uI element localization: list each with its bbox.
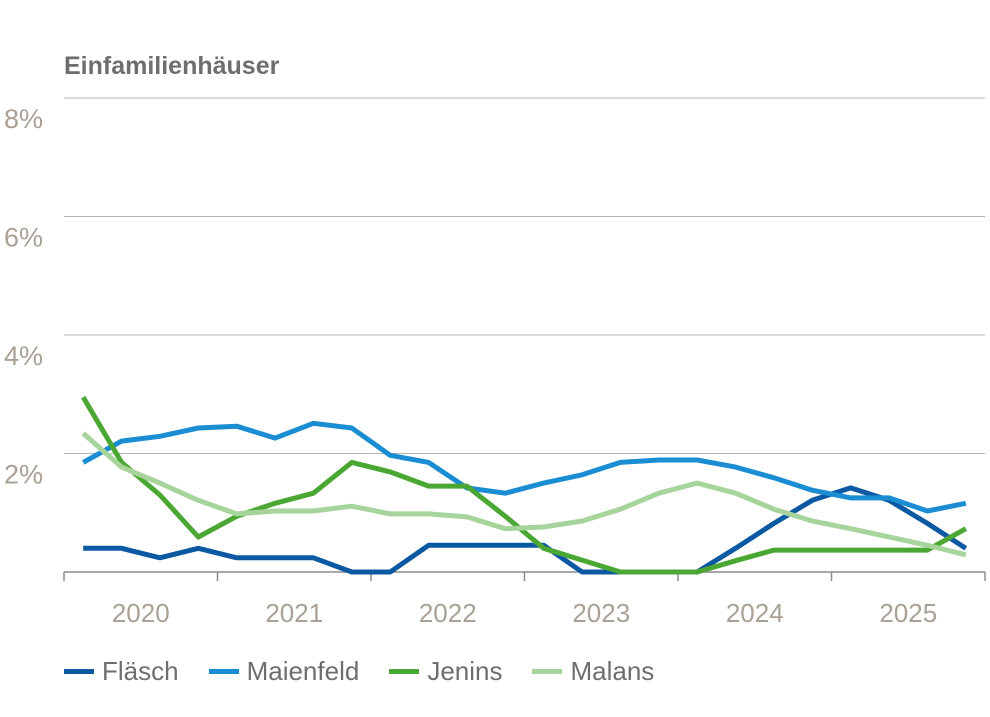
- x-tick-label: 2020: [112, 598, 170, 628]
- y-tick-label: 2%: [4, 460, 43, 490]
- series-line-malans: [81, 431, 967, 558]
- legend-item: Malans: [532, 656, 654, 687]
- legend-swatch: [532, 669, 563, 674]
- legend-label: Malans: [570, 656, 655, 686]
- legend-item: Fläsch: [64, 656, 179, 687]
- legend-label: Fläsch: [102, 656, 179, 686]
- x-tick-label: 2024: [726, 598, 784, 628]
- y-tick-label: 4%: [4, 341, 43, 371]
- series-line-maienfeld: [81, 420, 967, 514]
- legend-swatch: [64, 669, 94, 674]
- legend: Fläsch Maienfeld Jenins Malans: [64, 656, 684, 687]
- series-line-fläsch: [83, 485, 968, 575]
- legend-swatch: [208, 669, 239, 674]
- x-tick-label: 2021: [265, 598, 323, 628]
- legend-label: Maienfeld: [246, 656, 360, 686]
- x-tick-label: 2022: [419, 598, 477, 628]
- series-line-jenins: [81, 395, 968, 575]
- x-tick-label: 2023: [572, 598, 630, 628]
- x-tick-label: 2025: [879, 598, 937, 628]
- legend-swatch: [389, 669, 420, 674]
- legend-label: Jenins: [427, 656, 503, 686]
- legend-item: Maienfeld: [208, 656, 360, 687]
- y-tick-label: 8%: [4, 104, 43, 134]
- chart-title: Einfamilienhäuser: [64, 52, 280, 80]
- legend-item: Jenins: [389, 656, 502, 687]
- y-tick-label: 6%: [4, 223, 43, 253]
